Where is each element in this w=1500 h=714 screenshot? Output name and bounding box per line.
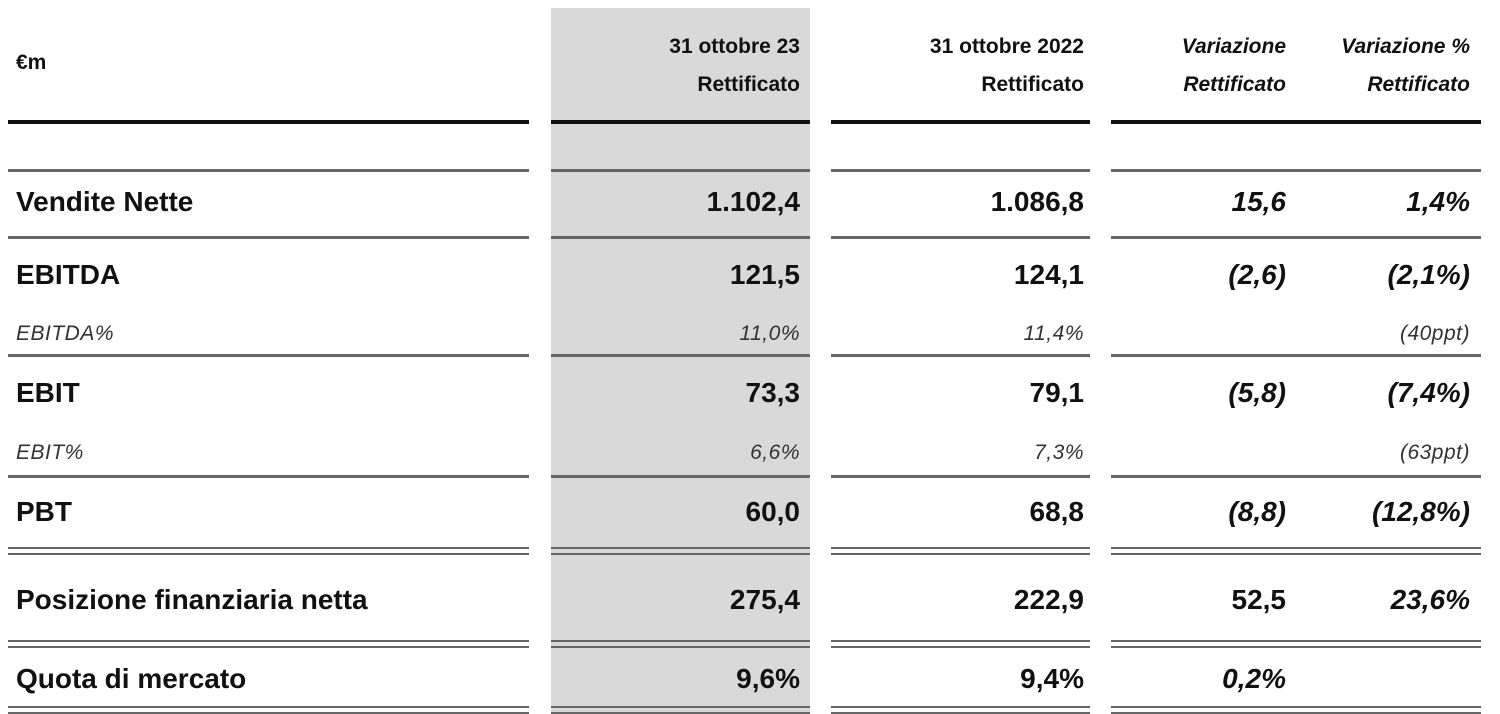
row-separator [831, 475, 1090, 478]
col3-header-line1: Variazione [1181, 35, 1286, 58]
row-separator [1111, 547, 1481, 549]
col3-header: Variazione Rettificato [1182, 28, 1286, 104]
col4-header: Variazione % Rettificato [1341, 28, 1470, 104]
cell-value: 1.086,8 [990, 186, 1084, 217]
cell-value: 0,2% [1222, 663, 1286, 694]
cell-value: 15,6 [1231, 186, 1287, 217]
row-separator [8, 640, 529, 642]
cell-value: (5,8) [1228, 377, 1286, 408]
row-label-ebit: EBIT [16, 377, 80, 408]
cell-value: 7,3% [1034, 441, 1084, 464]
col2-header: 31 ottobre 2022 Rettificato [930, 28, 1084, 104]
cell-value: 222,9 [1013, 584, 1084, 615]
row-label-pbt: PBT [16, 496, 72, 527]
header-rule [8, 120, 529, 124]
row-separator [8, 354, 529, 357]
row-separator [551, 354, 810, 357]
cell-value: 9,4% [1020, 663, 1084, 694]
row-label-vendite-nette: Vendite Nette [16, 186, 194, 217]
col1-header-line2: Rettificato [697, 73, 800, 96]
row-separator [8, 169, 529, 172]
row-separator [831, 712, 1090, 714]
row-separator [551, 706, 810, 708]
cell-value: (8,8) [1228, 496, 1286, 527]
row-separator [8, 712, 529, 714]
cell-value: 52,5 [1231, 584, 1287, 615]
cell-value: 23,6% [1390, 584, 1470, 615]
row-separator [831, 169, 1090, 172]
col4-header-line2: Rettificato [1367, 73, 1470, 96]
header-rule [1111, 120, 1481, 124]
row-separator [1111, 712, 1481, 714]
cell-value: 68,8 [1029, 496, 1085, 527]
col2-header-line1: 31 ottobre 2022 [929, 35, 1084, 58]
col2-header-line2: Rettificato [981, 73, 1084, 96]
row-separator [831, 553, 1090, 555]
row-separator [551, 553, 810, 555]
row-separator [551, 640, 810, 642]
row-separator [1111, 354, 1481, 357]
cell-value: 11,4% [1023, 322, 1084, 345]
highlighted-column-background [551, 8, 810, 714]
row-label-ebitda: EBITDA [16, 259, 121, 290]
col1-header: 31 ottobre 23 Rettificato [669, 28, 800, 104]
cell-value: (7,4%) [1387, 377, 1470, 408]
row-label-ebitda-pct: EBITDA% [16, 322, 115, 345]
row-label-ebit-pct: EBIT% [16, 441, 84, 464]
row-separator [8, 706, 529, 708]
header-rule [831, 120, 1090, 124]
col1-header-line1: 31 ottobre 23 [669, 35, 800, 58]
row-separator [831, 354, 1090, 357]
cell-value: 1,4% [1406, 186, 1470, 217]
cell-value: 275,4 [729, 584, 800, 615]
cell-value: (12,8%) [1371, 496, 1470, 527]
row-separator [831, 646, 1090, 648]
row-separator [551, 236, 810, 239]
row-separator [1111, 553, 1481, 555]
row-separator [551, 169, 810, 172]
cell-value: 6,6% [750, 441, 800, 464]
cell-value: 73,3 [745, 377, 801, 408]
row-separator [8, 547, 529, 549]
row-separator [1111, 706, 1481, 708]
row-separator [551, 712, 810, 714]
cell-value: 11,0% [739, 322, 800, 345]
row-separator [8, 236, 529, 239]
cell-value: 79,1 [1029, 377, 1085, 408]
row-separator [8, 646, 529, 648]
cell-value: 60,0 [745, 496, 801, 527]
unit-label: €m [16, 51, 47, 74]
col4-header-line1: Variazione % [1341, 35, 1470, 58]
row-separator [8, 475, 529, 478]
row-separator [831, 706, 1090, 708]
row-separator [551, 646, 810, 648]
row-separator [8, 553, 529, 555]
header-rule [551, 120, 810, 124]
row-separator [831, 640, 1090, 642]
cell-value: (2,6) [1228, 259, 1286, 290]
row-separator [831, 236, 1090, 239]
row-separator [1111, 646, 1481, 648]
row-label-posizione-finanziaria-netta: Posizione finanziaria netta [16, 584, 368, 615]
row-separator [831, 547, 1090, 549]
cell-value: 9,6% [736, 663, 800, 694]
cell-value: (63ppt) [1399, 441, 1470, 464]
cell-value: 121,5 [729, 259, 800, 290]
cell-value: (2,1%) [1387, 259, 1470, 290]
cell-value: 124,1 [1013, 259, 1084, 290]
row-separator [1111, 236, 1481, 239]
col3-header-line2: Rettificato [1183, 73, 1286, 96]
row-separator [551, 547, 810, 549]
row-label-quota-di-mercato: Quota di mercato [16, 663, 247, 694]
row-separator [1111, 640, 1481, 642]
cell-value: (40ppt) [1399, 322, 1470, 345]
cell-value: 1.102,4 [706, 186, 800, 217]
row-separator [551, 475, 810, 478]
row-separator [1111, 475, 1481, 478]
row-separator [1111, 169, 1481, 172]
